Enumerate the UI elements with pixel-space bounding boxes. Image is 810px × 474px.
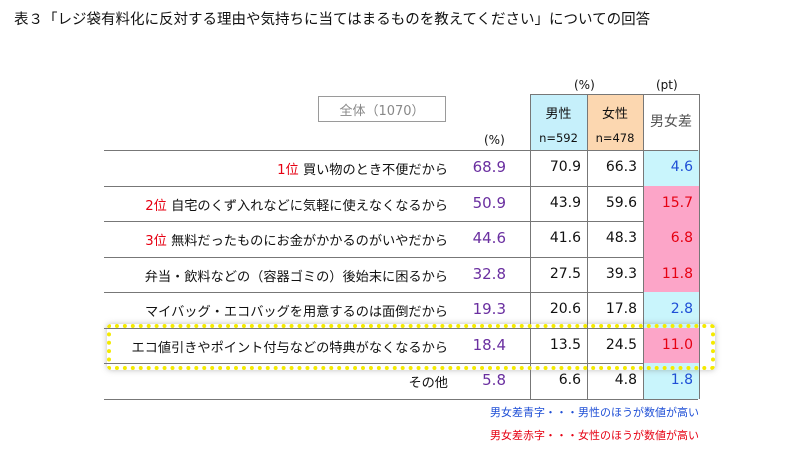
diff-value: 6.8 xyxy=(670,230,693,246)
overall-sample-box: 全体（1070） xyxy=(318,96,446,122)
row-label: マイバッグ・エコバッグを用意するのは面倒だから xyxy=(100,301,448,320)
column-divider xyxy=(699,94,700,399)
row-label: 2位 自宅のくず入れなどに気軽に使えなくなるから xyxy=(100,195,448,214)
row-label-text: 弁当・飲料などの（容器ゴミの）後始末に困るから xyxy=(144,269,448,285)
total-value: 44.6 xyxy=(472,229,506,247)
female-header: 女性 n=478 xyxy=(587,94,643,150)
chart-title: 表３「レジ袋有料化に反対する理由や気持ちに当てはまるものを教えてください」につい… xyxy=(14,12,651,28)
row-separator xyxy=(104,327,698,329)
total-value: 68.9 xyxy=(472,158,506,176)
header-top-border xyxy=(530,94,699,95)
diff-cell-bg xyxy=(643,256,699,292)
row-separator xyxy=(104,292,698,293)
total-value: 19.3 xyxy=(472,300,506,318)
diff-cell-bg xyxy=(643,292,699,328)
male-value: 27.5 xyxy=(549,265,581,282)
row-label-text: マイバッグ・エコバッグを用意するのは面倒だから xyxy=(144,305,448,320)
row-label: 1位 買い物のとき不便だから xyxy=(100,159,448,178)
group-unit-label: (%) xyxy=(574,78,595,92)
highlight-frame xyxy=(107,324,715,370)
row-label-text: その他 xyxy=(408,376,448,391)
male-value: 70.9 xyxy=(549,159,581,175)
diff-value: 4.6 xyxy=(670,159,693,175)
male-value: 6.6 xyxy=(558,372,581,388)
row-label-text: 無料だったものにお金がかかるのがいやだから xyxy=(171,234,448,249)
row-label-text: 自宅のくず入れなどに気軽に使えなくなるから xyxy=(171,198,448,214)
diff-unit-label: (pt) xyxy=(656,78,678,92)
rank-label: 3位 xyxy=(145,234,172,249)
female-value: 59.6 xyxy=(605,194,637,211)
rank-label: 2位 xyxy=(145,198,172,214)
total-value: 50.9 xyxy=(472,193,506,212)
diff-cell-bg xyxy=(643,150,699,186)
row-label: その他 xyxy=(100,372,448,391)
column-divider xyxy=(530,94,531,399)
note-red: 男女差赤字・・・女性のほうが数値が高い xyxy=(490,429,699,442)
male-header-label: 男性 xyxy=(545,107,572,122)
row-label: 弁当・飲料などの（容器ゴミの）後始末に困るから xyxy=(100,266,448,285)
row-separator xyxy=(104,221,698,222)
diff-value: 15.7 xyxy=(661,194,693,211)
rank-label: 1位 xyxy=(277,163,303,178)
diff-value: 1.8 xyxy=(670,372,693,388)
row-separator xyxy=(104,150,698,151)
diff-cell-bg xyxy=(643,327,699,363)
male-value: 20.6 xyxy=(549,301,581,317)
male-header: 男性 n=592 xyxy=(530,94,587,150)
female-value: 4.8 xyxy=(614,372,637,388)
row-separator xyxy=(104,185,698,187)
diff-value: 11.8 xyxy=(661,265,693,282)
row-label-text: エコ値引きやポイント付与などの特典がなくなるから xyxy=(131,340,449,356)
row-label: エコ値引きやポイント付与などの特典がなくなるから xyxy=(100,337,449,356)
female-value: 39.3 xyxy=(605,265,637,282)
row-separator xyxy=(104,398,698,400)
female-value: 24.5 xyxy=(605,336,637,353)
total-value: 18.4 xyxy=(472,335,506,354)
female-header-label: 女性 xyxy=(601,107,628,122)
column-divider xyxy=(587,94,588,399)
row-label: 3位 無料だったものにお金がかかるのがいやだから xyxy=(100,230,448,249)
male-value: 43.9 xyxy=(549,194,581,211)
female-value: 17.8 xyxy=(605,301,637,317)
note-blue: 男女差青字・・・男性のほうが数値が高い xyxy=(490,406,699,419)
male-value: 41.6 xyxy=(549,230,581,246)
row-separator xyxy=(104,256,698,258)
diff-cell-bg xyxy=(643,221,699,257)
male-n-label: n=592 xyxy=(539,131,578,145)
total-value: 5.8 xyxy=(482,371,506,389)
diff-value: 2.8 xyxy=(670,301,693,317)
female-value: 66.3 xyxy=(605,159,637,175)
diff-header: 男女差 xyxy=(650,114,692,130)
female-n-label: n=478 xyxy=(595,131,635,145)
male-value: 13.5 xyxy=(549,336,581,353)
total-value: 32.8 xyxy=(472,264,506,283)
column-divider xyxy=(643,94,644,399)
diff-cell-bg xyxy=(643,185,699,221)
female-value: 48.3 xyxy=(605,230,637,246)
total-unit-label: (%) xyxy=(484,133,505,147)
row-label-text: 買い物のとき不便だから xyxy=(302,163,448,178)
row-separator xyxy=(104,363,698,364)
diff-value: 11.0 xyxy=(661,336,693,353)
